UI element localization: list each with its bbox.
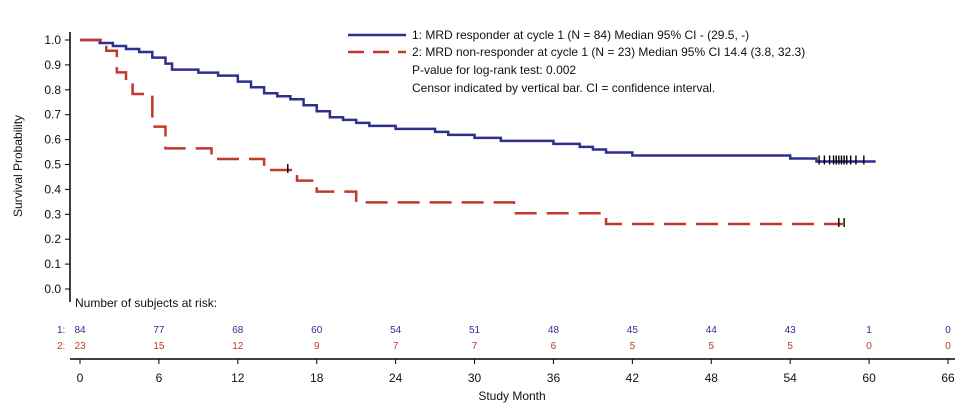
legend: 1: MRD responder at cycle 1 (N = 84) Med…	[348, 28, 805, 95]
censor-note-annotation: Censor indicated by vertical bar. CI = c…	[412, 81, 715, 95]
y-axis-title: Survival Probability	[11, 115, 25, 217]
y-tick-label: 0.9	[44, 58, 61, 72]
x-tick-label: 42	[626, 371, 640, 385]
risk-count: 43	[785, 325, 797, 336]
risk-count: 84	[74, 325, 86, 336]
risk-count: 7	[472, 341, 478, 352]
km-curve-series-2	[80, 38, 843, 226]
risk-count: 1	[866, 325, 872, 336]
risk-table-title: Number of subjects at risk:	[75, 296, 217, 310]
y-tick-label: 0.7	[44, 108, 61, 122]
risk-count: 60	[311, 325, 323, 336]
risk-count: 5	[787, 341, 793, 352]
risk-count: 12	[232, 341, 244, 352]
risk-table: Number of subjects at risk: 1: 84 77 68 60 54…	[57, 296, 951, 352]
risk-count: 7	[393, 341, 399, 352]
y-tick-label: 0.3	[44, 207, 61, 221]
x-tick-label: 48	[705, 371, 719, 385]
y-tick-label: 0.8	[44, 83, 61, 97]
risk-count: 5	[708, 341, 714, 352]
x-tick-label: 6	[156, 371, 163, 385]
risk-count: 45	[627, 325, 639, 336]
axes: Survival Probability Study Month	[11, 32, 955, 403]
risk-count: 77	[153, 325, 165, 336]
risk-count: 6	[551, 341, 557, 352]
km-curve-series-1	[80, 38, 876, 163]
risk-count: 68	[232, 325, 244, 336]
risk-count: 44	[706, 325, 718, 336]
legend-label-series-2: 2: MRD non-responder at cycle 1 (N = 23)…	[412, 45, 805, 59]
y-tick-label: 0.5	[44, 158, 61, 172]
risk-row-label: 1:	[57, 325, 65, 336]
legend-label-series-1: 1: MRD responder at cycle 1 (N = 84) Med…	[412, 28, 749, 42]
risk-count: 54	[390, 325, 402, 336]
x-tick-label: 60	[862, 371, 876, 385]
x-ticks: 0 6 12 18 24 30 36 42 48 54 60 66	[77, 359, 955, 385]
risk-count: 0	[945, 325, 951, 336]
y-tick-label: 0.2	[44, 232, 61, 246]
y-ticks: 0.0 0.1 0.2 0.3 0.4 0.5 0.6 0.7 0.8 0.9 1.0	[44, 33, 70, 296]
y-tick-label: 0.0	[44, 282, 61, 296]
y-tick-label: 0.1	[44, 257, 61, 271]
x-axis-title: Study Month	[478, 389, 545, 403]
risk-count: 5	[630, 341, 636, 352]
survival-curves	[80, 38, 876, 226]
risk-count: 23	[74, 341, 86, 352]
censor-marks	[287, 155, 865, 228]
y-tick-label: 0.4	[44, 182, 61, 196]
x-tick-label: 18	[310, 371, 324, 385]
y-tick-label: 1.0	[44, 33, 61, 47]
risk-row-label: 2:	[57, 341, 65, 352]
risk-count: 48	[548, 325, 560, 336]
x-tick-label: 54	[784, 371, 798, 385]
y-tick-label: 0.6	[44, 133, 61, 147]
x-tick-label: 30	[468, 371, 482, 385]
x-tick-label: 36	[547, 371, 561, 385]
x-tick-label: 12	[231, 371, 245, 385]
pvalue-annotation: P-value for log-rank test: 0.002	[412, 63, 576, 77]
risk-count: 15	[153, 341, 165, 352]
x-tick-label: 66	[941, 371, 955, 385]
risk-count: 0	[945, 341, 951, 352]
risk-count: 51	[469, 325, 481, 336]
x-tick-label: 24	[389, 371, 403, 385]
risk-count: 0	[866, 341, 872, 352]
x-tick-label: 0	[77, 371, 84, 385]
risk-count: 9	[314, 341, 320, 352]
